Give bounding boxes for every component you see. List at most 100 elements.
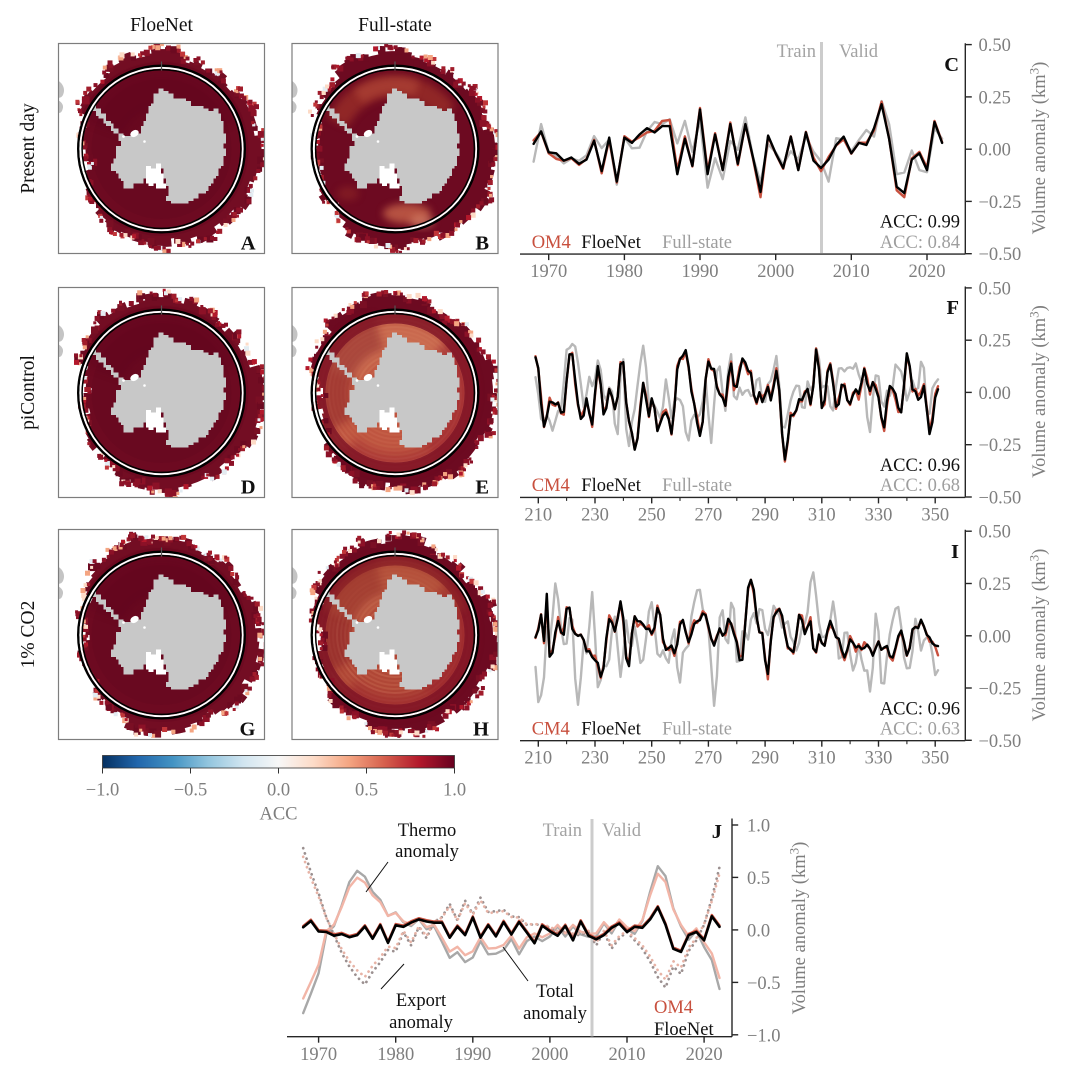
svg-text:−1.0: −1.0 <box>86 781 120 801</box>
svg-text:Valid: Valid <box>839 42 879 62</box>
svg-text:piControl: piControl <box>18 355 39 430</box>
svg-text:anomaly: anomaly <box>523 1004 587 1024</box>
svg-text:C: C <box>944 54 959 76</box>
svg-text:2010: 2010 <box>609 1045 646 1065</box>
svg-text:−1.0: −1.0 <box>747 1026 781 1046</box>
svg-text:D: D <box>241 477 256 499</box>
svg-text:1.0: 1.0 <box>747 817 770 837</box>
svg-text:350: 350 <box>921 505 949 525</box>
svg-text:anomaly: anomaly <box>389 1013 453 1033</box>
svg-text:0.00: 0.00 <box>979 627 1011 647</box>
svg-text:0.00: 0.00 <box>979 141 1011 161</box>
svg-text:CM4: CM4 <box>532 476 570 496</box>
svg-text:310: 310 <box>808 749 836 769</box>
svg-text:ACC: 0.96: ACC: 0.96 <box>880 699 960 719</box>
svg-text:2000: 2000 <box>531 1045 568 1065</box>
svg-text:−0.5: −0.5 <box>747 974 781 994</box>
svg-text:1.0: 1.0 <box>443 781 466 801</box>
svg-text:A: A <box>241 233 256 255</box>
svg-text:250: 250 <box>638 749 666 769</box>
svg-text:Present day: Present day <box>18 103 39 194</box>
svg-text:0.25: 0.25 <box>979 332 1011 352</box>
svg-text:270: 270 <box>695 749 723 769</box>
svg-text:ACC: 0.63: ACC: 0.63 <box>880 720 960 740</box>
svg-text:1990: 1990 <box>454 1045 491 1065</box>
svg-text:Thermo: Thermo <box>398 821 457 841</box>
svg-text:290: 290 <box>751 505 779 525</box>
svg-text:Full-state: Full-state <box>662 233 732 253</box>
svg-text:2000: 2000 <box>757 262 794 282</box>
svg-text:210: 210 <box>524 749 552 769</box>
svg-text:FloeNet: FloeNet <box>130 15 193 36</box>
svg-text:anomaly: anomaly <box>395 842 459 862</box>
svg-text:Train: Train <box>777 42 816 62</box>
svg-text:−0.50: −0.50 <box>979 245 1022 265</box>
svg-text:270: 270 <box>695 505 723 525</box>
svg-text:230: 230 <box>581 505 609 525</box>
svg-text:250: 250 <box>638 505 666 525</box>
svg-text:0.0: 0.0 <box>267 781 290 801</box>
svg-text:FloeNet: FloeNet <box>581 233 641 253</box>
svg-text:J: J <box>712 821 722 843</box>
svg-text:0.50: 0.50 <box>979 36 1011 56</box>
svg-text:1980: 1980 <box>606 262 643 282</box>
svg-text:290: 290 <box>751 749 779 769</box>
svg-text:−0.25: −0.25 <box>979 436 1022 456</box>
svg-text:FloeNet: FloeNet <box>581 720 641 740</box>
svg-text:310: 310 <box>808 505 836 525</box>
svg-text:230: 230 <box>581 749 609 769</box>
svg-text:Volume anomaly (km3): Volume anomaly (km3) <box>787 842 811 1015</box>
svg-text:Volume anomaly (km3): Volume anomaly (km3) <box>1027 549 1051 722</box>
svg-text:I: I <box>951 541 959 563</box>
svg-text:0.50: 0.50 <box>979 279 1011 299</box>
svg-text:0.5: 0.5 <box>747 869 770 889</box>
svg-text:0.25: 0.25 <box>979 575 1011 595</box>
svg-text:ACC: 0.99: ACC: 0.99 <box>880 213 960 233</box>
svg-text:350: 350 <box>921 749 949 769</box>
svg-text:Full-state: Full-state <box>662 476 732 496</box>
svg-text:1980: 1980 <box>377 1045 414 1065</box>
svg-text:2020: 2020 <box>686 1045 723 1065</box>
svg-text:ACC: 0.68: ACC: 0.68 <box>880 476 960 496</box>
svg-text:Full-state: Full-state <box>358 15 432 36</box>
svg-text:H: H <box>473 719 489 741</box>
svg-text:1970: 1970 <box>300 1045 337 1065</box>
svg-text:FloeNet: FloeNet <box>581 476 641 496</box>
svg-text:ACC: 0.96: ACC: 0.96 <box>880 456 960 476</box>
svg-text:Total: Total <box>536 982 574 1002</box>
svg-text:0.0: 0.0 <box>747 921 770 941</box>
svg-text:−0.25: −0.25 <box>979 680 1022 700</box>
svg-text:−0.50: −0.50 <box>979 489 1022 509</box>
svg-text:2020: 2020 <box>909 262 946 282</box>
svg-text:Volume anomaly (km3): Volume anomaly (km3) <box>1027 62 1051 235</box>
svg-text:G: G <box>240 719 256 741</box>
svg-text:0.5: 0.5 <box>355 781 378 801</box>
svg-text:0.00: 0.00 <box>979 384 1011 404</box>
svg-text:ACC: ACC <box>259 805 297 825</box>
svg-text:−0.25: −0.25 <box>979 193 1022 213</box>
svg-text:−0.50: −0.50 <box>979 732 1022 752</box>
svg-text:Volume anomaly (km3): Volume anomaly (km3) <box>1027 305 1051 478</box>
svg-text:OM4: OM4 <box>532 233 571 253</box>
svg-text:210: 210 <box>524 505 552 525</box>
svg-text:FloeNet: FloeNet <box>654 1020 714 1040</box>
svg-text:B: B <box>475 233 489 255</box>
svg-text:Full-state: Full-state <box>662 720 732 740</box>
svg-text:OM4: OM4 <box>654 998 693 1018</box>
svg-text:E: E <box>475 477 489 499</box>
svg-text:CM4: CM4 <box>532 720 570 740</box>
svg-text:F: F <box>946 297 959 319</box>
svg-text:1970: 1970 <box>530 262 567 282</box>
svg-text:2010: 2010 <box>833 262 870 282</box>
svg-text:Valid: Valid <box>602 821 642 841</box>
svg-text:0.25: 0.25 <box>979 88 1011 108</box>
svg-text:1990: 1990 <box>682 262 719 282</box>
svg-text:Export: Export <box>396 991 447 1011</box>
svg-text:330: 330 <box>865 505 893 525</box>
svg-text:1% CO2: 1% CO2 <box>18 601 39 669</box>
svg-text:Train: Train <box>543 821 582 841</box>
svg-text:330: 330 <box>865 749 893 769</box>
svg-text:ACC: 0.84: ACC: 0.84 <box>880 233 960 253</box>
svg-text:0.50: 0.50 <box>979 523 1011 543</box>
svg-text:−0.5: −0.5 <box>174 781 208 801</box>
